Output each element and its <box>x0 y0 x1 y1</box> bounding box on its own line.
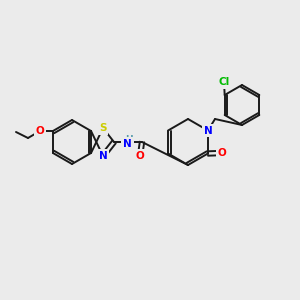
Text: O: O <box>136 151 144 161</box>
Text: N: N <box>203 125 212 136</box>
Text: N: N <box>123 139 131 149</box>
Text: Cl: Cl <box>218 77 230 87</box>
Text: N: N <box>99 151 107 161</box>
Text: S: S <box>99 123 107 133</box>
Text: H: H <box>125 136 133 145</box>
Text: O: O <box>36 126 44 136</box>
Text: O: O <box>218 148 226 158</box>
